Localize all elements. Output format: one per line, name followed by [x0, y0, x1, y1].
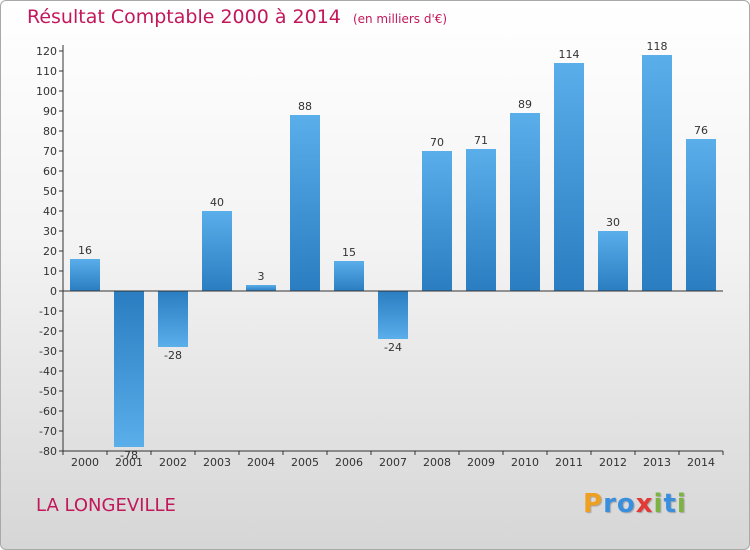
data-label-2003: 40 — [210, 196, 224, 209]
y-tick-label--40: -40 — [39, 365, 57, 378]
bar-2011 — [554, 63, 584, 291]
logo-letter: r — [603, 489, 617, 519]
x-tick-label-2012: 2012 — [599, 456, 627, 469]
data-label-2011: 114 — [559, 48, 580, 61]
bar-2013 — [642, 55, 672, 291]
y-tick-label--70: -70 — [39, 425, 57, 438]
x-tick-label-2010: 2010 — [511, 456, 539, 469]
y-tick-label-0: 0 — [50, 285, 57, 298]
y-tick-label--50: -50 — [39, 385, 57, 398]
bar-2010 — [510, 113, 540, 291]
y-tick-label-100: 100 — [36, 85, 57, 98]
bar-2014 — [686, 139, 716, 291]
y-tick-label--10: -10 — [39, 305, 57, 318]
bar-2007 — [378, 291, 408, 339]
bar-2006 — [334, 261, 364, 291]
y-tick-label-80: 80 — [43, 125, 57, 138]
y-tick-label--30: -30 — [39, 345, 57, 358]
x-tick-label-2013: 2013 — [643, 456, 671, 469]
bar-2009 — [466, 149, 496, 291]
y-tick-label-90: 90 — [43, 105, 57, 118]
data-label-2004: 3 — [258, 270, 265, 283]
data-label-2012: 30 — [606, 216, 620, 229]
y-tick-label-20: 20 — [43, 245, 57, 258]
y-tick-label-110: 110 — [36, 65, 57, 78]
x-tick-label-2005: 2005 — [291, 456, 319, 469]
chart-title: Résultat Comptable 2000 à 2014 (en milli… — [27, 6, 447, 28]
chart-title-text: Résultat Comptable 2000 à 2014 — [27, 6, 341, 28]
x-tick-label-2011: 2011 — [555, 456, 583, 469]
logo-letter: i — [653, 489, 664, 519]
logo-letter: o — [616, 489, 636, 519]
data-label-2001: -78 — [120, 449, 138, 462]
bar-2000 — [70, 259, 100, 291]
bar-2002 — [158, 291, 188, 347]
commune-name: LA LONGEVILLE — [36, 495, 176, 516]
y-tick-label-120: 120 — [36, 45, 57, 58]
y-tick-label--60: -60 — [39, 405, 57, 418]
x-tick-label-2008: 2008 — [423, 456, 451, 469]
y-tick-label-30: 30 — [43, 225, 57, 238]
x-tick-label-2003: 2003 — [203, 456, 231, 469]
y-tick-label-60: 60 — [43, 165, 57, 178]
data-label-2002: -28 — [164, 349, 182, 362]
x-tick-label-2004: 2004 — [247, 456, 275, 469]
bar-2001 — [114, 291, 144, 447]
x-tick-label-2006: 2006 — [335, 456, 363, 469]
y-tick-label-10: 10 — [43, 265, 57, 278]
logo-letter: x — [635, 489, 654, 519]
proxiti-logo: Proxiti — [583, 489, 687, 519]
x-tick-label-2009: 2009 — [467, 456, 495, 469]
data-label-2010: 89 — [518, 98, 532, 111]
bar-2005 — [290, 115, 320, 291]
data-label-2005: 88 — [298, 100, 312, 113]
data-label-2009: 71 — [474, 134, 488, 147]
bar-2003 — [202, 211, 232, 291]
x-tick-label-2001: 2001 — [115, 456, 143, 469]
data-label-2007: -24 — [384, 341, 402, 354]
bar-2004 — [246, 285, 276, 291]
logo-letter: t — [663, 489, 677, 519]
logo-letter: P — [583, 489, 604, 519]
x-tick-label-2000: 2000 — [71, 456, 99, 469]
bar-2008 — [422, 151, 452, 291]
data-label-2006: 15 — [342, 246, 356, 259]
y-tick-label--20: -20 — [39, 325, 57, 338]
x-tick-label-2014: 2014 — [687, 456, 715, 469]
x-tick-label-2002: 2002 — [159, 456, 187, 469]
data-label-2014: 76 — [694, 124, 708, 137]
x-tick-label-2007: 2007 — [379, 456, 407, 469]
chart-subtitle: (en milliers d'€) — [352, 12, 448, 26]
data-label-2008: 70 — [430, 136, 444, 149]
bar-2012 — [598, 231, 628, 291]
data-label-2013: 118 — [647, 40, 668, 53]
y-tick-label-40: 40 — [43, 205, 57, 218]
data-label-2000: 16 — [78, 244, 92, 257]
logo-letter: i — [676, 489, 687, 519]
y-tick-label--80: -80 — [39, 445, 57, 458]
y-tick-label-50: 50 — [43, 185, 57, 198]
y-tick-label-70: 70 — [43, 145, 57, 158]
